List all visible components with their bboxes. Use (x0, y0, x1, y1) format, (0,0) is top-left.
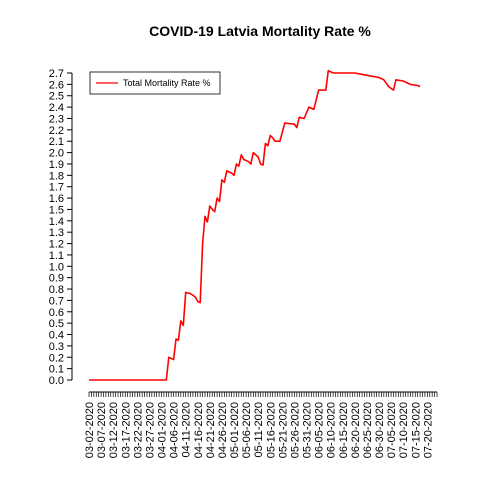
x-tick-label: 06-15-2020 (338, 402, 350, 458)
y-tick-label: 2.2 (49, 125, 64, 137)
y-axis: 0.00.10.20.30.40.50.60.70.80.91.01.11.21… (49, 68, 73, 387)
x-tick-label: 03-17-2020 (120, 402, 132, 458)
y-tick-label: 0.5 (49, 318, 64, 330)
y-tick-label: 0.3 (49, 341, 64, 353)
y-tick-label: 1.7 (49, 182, 64, 194)
x-tick-label: 03-07-2020 (96, 402, 108, 458)
x-tick-label: 05-26-2020 (289, 402, 301, 458)
x-tick-label: 04-21-2020 (205, 402, 217, 458)
y-tick-label: 2.4 (49, 102, 64, 114)
y-tick-label: 1.5 (49, 204, 64, 216)
x-tick-label: 07-20-2020 (422, 402, 434, 458)
y-tick-label: 1.2 (49, 239, 64, 251)
y-tick-label: 0.1 (49, 364, 64, 376)
y-tick-label: 2.1 (49, 136, 64, 148)
y-tick-label: 0.7 (49, 295, 64, 307)
y-tick-label: 1.6 (49, 193, 64, 205)
y-tick-label: 1.9 (49, 159, 64, 171)
y-tick-label: 1.8 (49, 170, 64, 182)
x-tick-label: 03-12-2020 (108, 402, 120, 458)
x-tick-label: 06-05-2020 (314, 402, 326, 458)
x-tick-label: 03-27-2020 (144, 402, 156, 458)
y-tick-label: 2.0 (49, 148, 64, 160)
x-tick-label: 06-20-2020 (350, 402, 362, 458)
x-tick-label: 07-05-2020 (386, 402, 398, 458)
y-tick-label: 2.7 (49, 68, 64, 80)
x-tick-label: 04-16-2020 (193, 402, 205, 458)
series-line (89, 69, 421, 381)
y-tick-label: 0.4 (49, 330, 64, 342)
y-tick-label: 1.4 (49, 216, 64, 228)
x-tick-label: 04-26-2020 (217, 402, 229, 458)
x-tick-label: 05-01-2020 (229, 402, 241, 458)
x-tick-label: 07-15-2020 (410, 402, 422, 458)
y-tick-label: 1.0 (49, 261, 64, 273)
x-tick-label: 04-11-2020 (181, 402, 193, 457)
y-tick-label: 0.8 (49, 284, 64, 296)
y-tick-label: 0.9 (49, 273, 64, 285)
legend-box (89, 71, 221, 95)
x-tick-label: 06-10-2020 (326, 402, 338, 458)
x-tick-label: 05-21-2020 (277, 402, 289, 458)
x-tick-label: 07-10-2020 (398, 402, 410, 458)
y-tick-label: 0.6 (49, 307, 64, 319)
y-tick-label: 2.3 (49, 113, 64, 125)
y-tick-label: 1.1 (49, 250, 64, 262)
x-axis: 03-02-2020 03-07-2020 03-12-2020 03-17-2020… (84, 391, 438, 458)
chart-title: COVID-19 Latvia Mortality Rate % (149, 23, 371, 39)
x-tick-label: 05-16-2020 (265, 402, 277, 458)
x-tick-label: 06-25-2020 (362, 402, 374, 458)
x-tick-label: 05-31-2020 (302, 402, 314, 458)
x-tick-label: 03-02-2020 (84, 402, 96, 458)
y-tick-label: 2.5 (49, 91, 64, 103)
y-tick-label: 2.6 (49, 79, 64, 91)
series-layer (89, 69, 421, 381)
x-tick-label: 03-22-2020 (132, 402, 144, 458)
y-tick-label: 0.2 (49, 352, 64, 364)
x-tick-label: 06-30-2020 (374, 402, 386, 458)
x-tick-label: 04-01-2020 (157, 402, 169, 458)
x-tick-label: 05-11-2020 (253, 402, 265, 457)
x-tick-label: 04-06-2020 (169, 402, 181, 458)
legend: Total Mortality Rate % (89, 71, 221, 95)
x-tick-label: 05-06-2020 (241, 402, 253, 458)
legend-label: Total Mortality Rate % (123, 78, 211, 88)
y-tick-label: 1.3 (49, 227, 64, 239)
y-tick-label: 0.0 (49, 375, 64, 387)
